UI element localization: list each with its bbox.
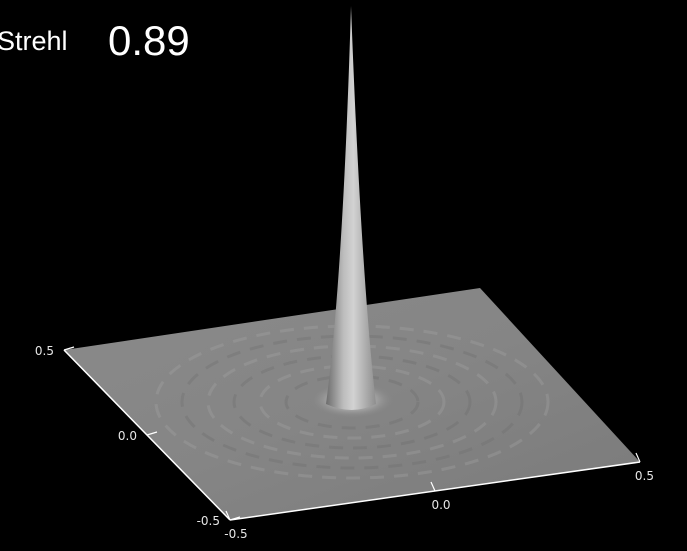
ripple-ring	[206, 344, 498, 460]
surface-peak	[326, 6, 376, 410]
y-tick-label: 0.5	[35, 344, 54, 358]
x-tick-mark	[635, 452, 641, 463]
x-tick-mark	[430, 481, 436, 492]
ripple-ring	[232, 354, 472, 450]
y-tick-label: -0.5	[197, 514, 220, 528]
x-tick-label: 0.0	[431, 498, 450, 512]
y-tick-mark	[63, 346, 75, 351]
surface-ripples	[154, 324, 550, 480]
y-tick-mark	[229, 516, 241, 521]
x-tick-label: -0.5	[224, 527, 247, 541]
y-tick-label: 0.0	[118, 429, 137, 443]
x-tick-label: 0.5	[635, 469, 654, 483]
strehl-label: Strehl	[0, 26, 68, 56]
strehl-value: 0.89	[108, 17, 190, 64]
x-tick-mark	[225, 510, 231, 521]
y-tick-mark	[146, 431, 158, 436]
